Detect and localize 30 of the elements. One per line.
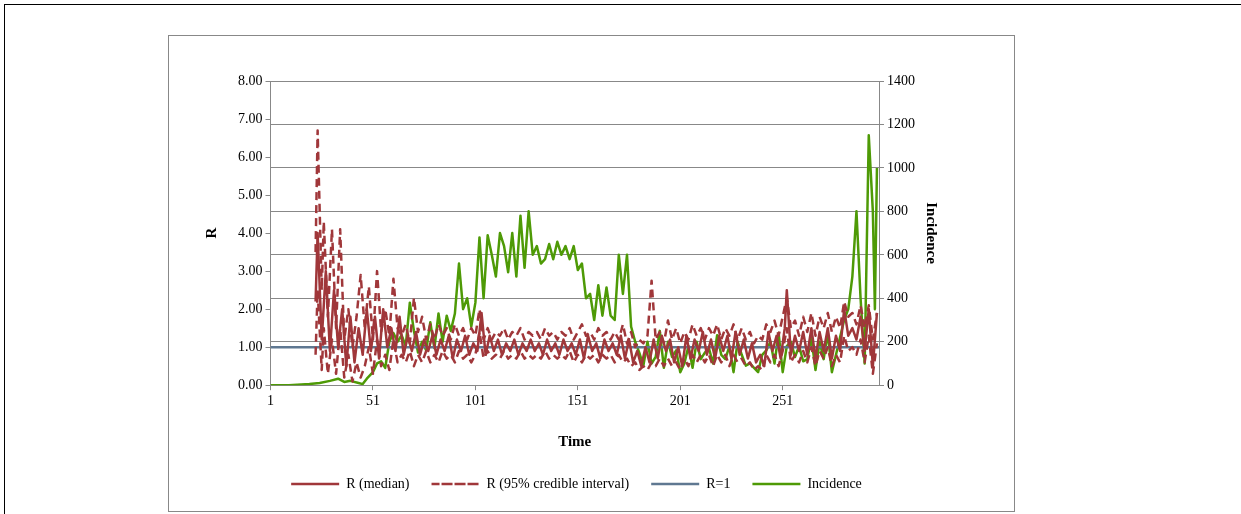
y-tick-label: 4.00	[238, 224, 263, 240]
x-tick-label: 151	[567, 393, 589, 409]
legend-label: R (95% credible interval)	[486, 475, 630, 492]
y-tick-label: 3.00	[238, 262, 263, 278]
y-tick-label: 0.00	[238, 376, 263, 392]
legend-label: R (median)	[346, 475, 410, 492]
y2-tick-label: 200	[887, 333, 908, 349]
x-tick-label: 251	[772, 393, 794, 409]
y-tick-label: 6.00	[238, 148, 263, 164]
legend-label: R=1	[706, 475, 731, 491]
y-tick-label: 7.00	[238, 110, 263, 126]
x-tick-label: 51	[365, 393, 380, 409]
y2-tick-label: 1200	[887, 116, 915, 132]
y2-tick-label: 800	[887, 203, 908, 219]
y2-tick-label: 600	[887, 246, 908, 262]
x-axis-title: Time	[558, 432, 592, 449]
y2-tick-label: 0	[887, 376, 894, 392]
x-tick-label: 101	[464, 393, 486, 409]
x-tick-label: 1	[267, 393, 274, 409]
y-tick-label: 8.00	[238, 72, 263, 88]
x-tick-label: 201	[669, 393, 691, 409]
y-tick-label: 5.00	[238, 186, 263, 202]
y-axis-title: R	[202, 227, 219, 239]
y-tick-label: 1.00	[238, 338, 263, 354]
y2-tick-label: 400	[887, 289, 908, 305]
y-tick-label: 2.00	[238, 300, 263, 316]
legend-label: Incidence	[807, 475, 862, 491]
y2-axis-title: Incidence	[924, 202, 941, 265]
y2-tick-label: 1400	[887, 72, 915, 88]
y2-tick-label: 1000	[887, 159, 915, 175]
